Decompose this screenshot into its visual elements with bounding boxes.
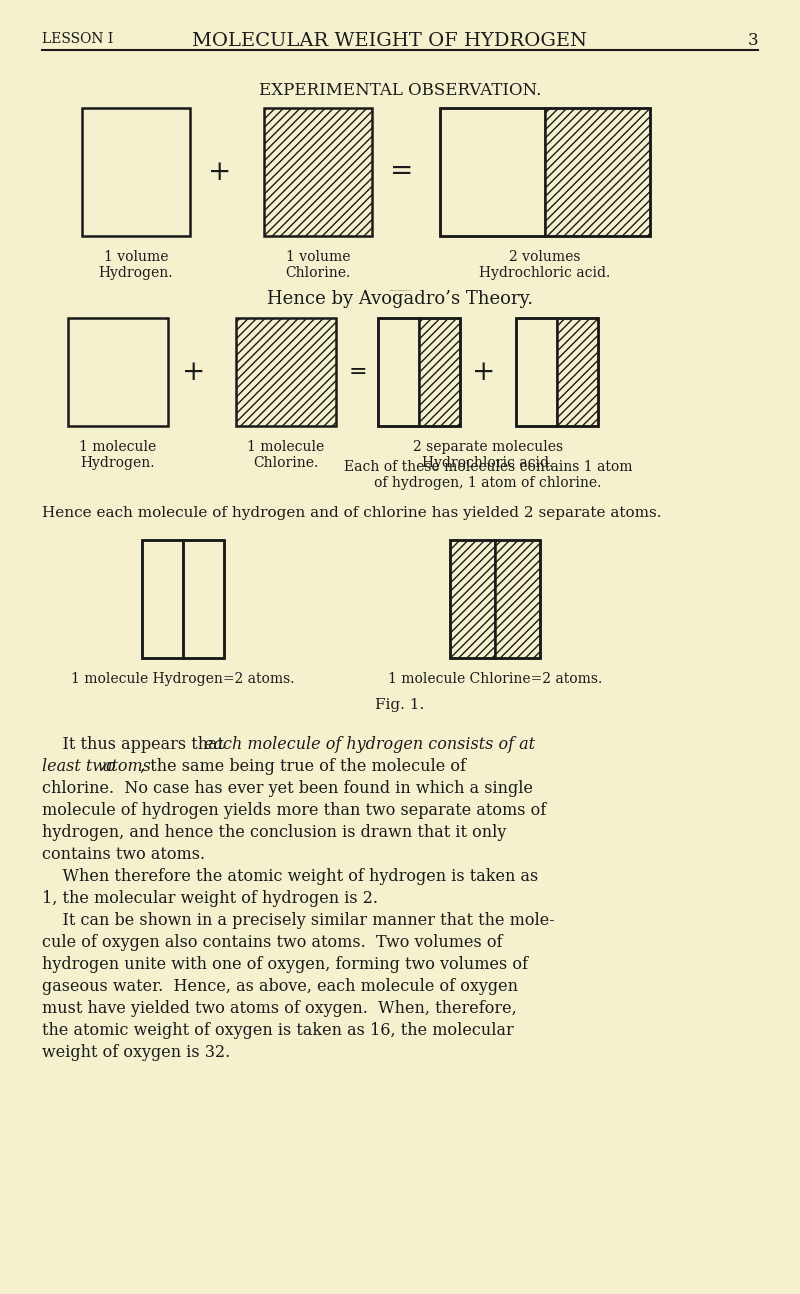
Bar (142, 540, 224, 659)
Bar (440, 107, 545, 236)
Text: 2 volumes: 2 volumes (510, 250, 581, 264)
Text: hydrogen, and hence the conclusion is drawn that it only: hydrogen, and hence the conclusion is dr… (42, 824, 506, 841)
Text: Chlorine.: Chlorine. (254, 455, 318, 470)
Text: +: + (208, 158, 232, 185)
Text: Hydrogen.: Hydrogen. (98, 267, 174, 280)
Text: must have yielded two atoms of oxygen.  When, therefore,: must have yielded two atoms of oxygen. W… (42, 1000, 517, 1017)
Bar (419, 318, 460, 426)
Bar (378, 318, 419, 426)
Bar (545, 107, 650, 236)
Bar (378, 318, 460, 426)
Text: each molecule of hydrogen consists of at: each molecule of hydrogen consists of at (204, 736, 535, 753)
Bar (440, 107, 650, 236)
Text: Hydrogen.: Hydrogen. (81, 455, 155, 470)
Text: 1 volume: 1 volume (104, 250, 168, 264)
Bar (236, 318, 336, 426)
Text: chlorine.  No case has ever yet been found in which a single: chlorine. No case has ever yet been foun… (42, 780, 533, 797)
Bar (516, 318, 598, 426)
Text: Hence by Avogadro’s Theory.: Hence by Avogadro’s Theory. (267, 290, 533, 308)
Text: Chlorine.: Chlorine. (286, 267, 350, 280)
Text: It thus appears that: It thus appears that (42, 736, 230, 753)
Text: It can be shown in a precisely similar manner that the mole-: It can be shown in a precisely similar m… (42, 912, 554, 929)
Text: EXPERIMENTAL OBSERVATION.: EXPERIMENTAL OBSERVATION. (259, 82, 541, 100)
Text: 1, the molecular weight of hydrogen is 2.: 1, the molecular weight of hydrogen is 2… (42, 890, 378, 907)
Bar (264, 107, 372, 236)
Text: least two: least two (42, 758, 121, 775)
Text: Hydrochloric acid.: Hydrochloric acid. (422, 455, 554, 470)
Text: the atomic weight of oxygen is taken as 16, the molecular: the atomic weight of oxygen is taken as … (42, 1022, 514, 1039)
Text: 1 molecule: 1 molecule (247, 440, 325, 454)
Bar (450, 540, 495, 659)
Text: =: = (349, 361, 367, 383)
Text: When therefore the atomic weight of hydrogen is taken as: When therefore the atomic weight of hydr… (42, 868, 538, 885)
Text: 1 volume: 1 volume (286, 250, 350, 264)
Text: =: = (390, 158, 414, 185)
Bar (142, 540, 183, 659)
Text: Fig. 1.: Fig. 1. (375, 697, 425, 712)
Text: gaseous water.  Hence, as above, each molecule of oxygen: gaseous water. Hence, as above, each mol… (42, 978, 518, 995)
Text: +: + (182, 358, 206, 386)
Text: atoms: atoms (102, 758, 151, 775)
Text: 2 separate molecules: 2 separate molecules (413, 440, 563, 454)
Text: 1 molecule: 1 molecule (79, 440, 157, 454)
Text: LESSON I: LESSON I (42, 32, 114, 47)
Text: 1 molecule Chlorine=2 atoms.: 1 molecule Chlorine=2 atoms. (388, 672, 602, 686)
Text: Each of these molecules contains 1 atom: Each of these molecules contains 1 atom (344, 459, 632, 474)
Bar (516, 318, 557, 426)
Text: +: + (472, 358, 496, 386)
Bar (557, 318, 598, 426)
Bar (183, 540, 224, 659)
Text: molecule of hydrogen yields more than two separate atoms of: molecule of hydrogen yields more than tw… (42, 802, 546, 819)
Bar (495, 540, 540, 659)
Text: weight of oxygen is 32.: weight of oxygen is 32. (42, 1044, 230, 1061)
Text: contains two atoms.: contains two atoms. (42, 846, 205, 863)
Text: Hence each molecule of hydrogen and of chlorine has yielded 2 separate atoms.: Hence each molecule of hydrogen and of c… (42, 506, 662, 520)
Text: of hydrogen, 1 atom of chlorine.: of hydrogen, 1 atom of chlorine. (374, 476, 602, 490)
Bar (450, 540, 540, 659)
Bar (68, 318, 168, 426)
Text: 1 molecule Hydrogen=2 atoms.: 1 molecule Hydrogen=2 atoms. (71, 672, 294, 686)
Text: MOLECULAR WEIGHT OF HYDROGEN: MOLECULAR WEIGHT OF HYDROGEN (193, 32, 587, 50)
Bar (82, 107, 190, 236)
Text: hydrogen unite with one of oxygen, forming two volumes of: hydrogen unite with one of oxygen, formi… (42, 956, 528, 973)
Text: Hydrochloric acid.: Hydrochloric acid. (479, 267, 610, 280)
Text: cule of oxygen also contains two atoms.  Two volumes of: cule of oxygen also contains two atoms. … (42, 934, 502, 951)
Text: 3: 3 (747, 32, 758, 49)
Text: , the same being true of the molecule of: , the same being true of the molecule of (140, 758, 466, 775)
